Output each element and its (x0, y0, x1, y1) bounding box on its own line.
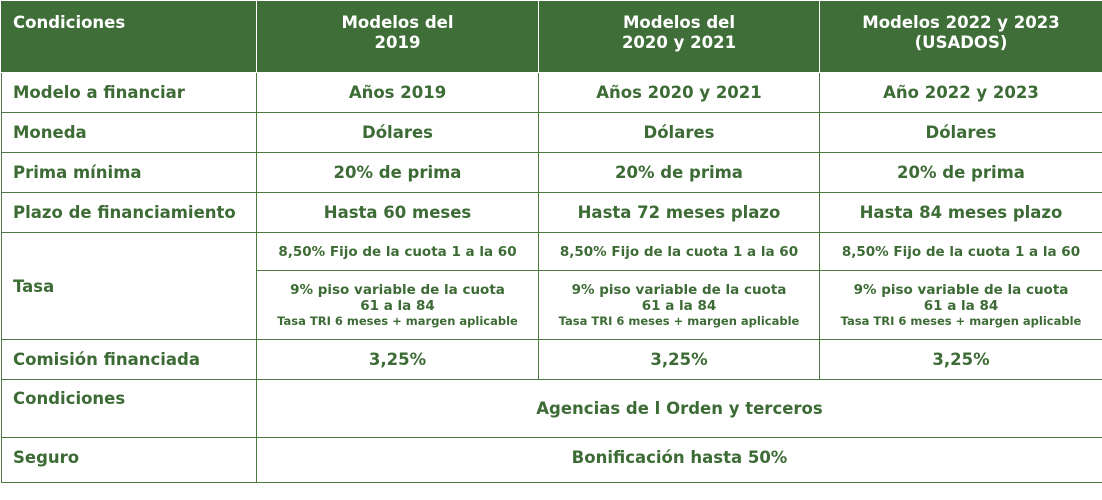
row-label: Condiciones (1, 379, 257, 438)
row-prima: Prima mínima 20% de prima 20% de prima 2… (1, 152, 1102, 193)
row-plazo: Plazo de financiamiento Hasta 60 meses H… (1, 192, 1102, 233)
row-condiciones: Condiciones Agencias de l Orden y tercer… (1, 379, 1102, 438)
cell-value: Hasta 72 meses plazo (538, 192, 820, 233)
cell-value: 8,50% Fijo de la cuota 1 a la 60 (819, 232, 1102, 271)
row-label: Prima mínima (1, 152, 257, 193)
header-models-2019: Modelos del 2019 (256, 0, 539, 73)
row-seguro: Seguro Bonificación hasta 50% (1, 437, 1102, 483)
cell-value: 8,50% Fijo de la cuota 1 a la 60 (256, 232, 539, 271)
header-models-2020-2021: Modelos del 2020 y 2021 (538, 0, 820, 73)
row-label: Seguro (1, 437, 257, 483)
cell-value: 20% de prima (819, 152, 1102, 193)
row-label: Moneda (1, 112, 257, 153)
cell-value: Dólares (538, 112, 820, 153)
row-label: Modelo a financiar (1, 72, 257, 113)
header-conditions: Condiciones (1, 0, 257, 73)
cell-value: 9% piso variable de la cuota 61 a la 84 T… (256, 270, 539, 340)
cell-value: Año 2022 y 2023 (819, 72, 1102, 113)
cell-value: Años 2020 y 2021 (538, 72, 820, 113)
cell-value: 9% piso variable de la cuota 61 a la 84 T… (819, 270, 1102, 340)
cell-value: 3,25% (256, 339, 539, 380)
cell-value: Años 2019 (256, 72, 539, 113)
header-models-2022-2023: Modelos 2022 y 2023 (USADOS) (819, 0, 1102, 73)
row-modelo: Modelo a financiar Años 2019 Años 2020 y… (1, 72, 1102, 113)
row-moneda: Moneda Dólares Dólares Dólares (1, 112, 1102, 153)
header-row: Condiciones Modelos del 2019 Modelos del 2… (1, 0, 1102, 73)
row-tasa-variable: 9% piso variable de la cuota 61 a la 84 T… (2, 270, 1102, 340)
row-label: Plazo de financiamiento (1, 192, 257, 233)
row-label: Tasa (1, 232, 257, 340)
cell-value: 8,50% Fijo de la cuota 1 a la 60 (538, 232, 820, 271)
cell-value: Hasta 60 meses (256, 192, 539, 233)
cell-value: Agencias de l Orden y terceros (256, 379, 1102, 438)
cell-value: Dólares (256, 112, 539, 153)
cell-value: 3,25% (538, 339, 820, 380)
cell-value: 20% de prima (538, 152, 820, 193)
row-comision: Comisión financiada 3,25% 3,25% 3,25% (1, 339, 1102, 380)
row-label: Comisión financiada (1, 339, 257, 380)
cell-value: Dólares (819, 112, 1102, 153)
cell-value: 20% de prima (256, 152, 539, 193)
cell-value: Bonificación hasta 50% (256, 437, 1102, 483)
row-tasa-fijo: Tasa 8,50% Fijo de la cuota 1 a la 60 8,… (1, 232, 1102, 340)
financing-conditions-table: Condiciones Modelos del 2019 Modelos del 2… (1, 0, 1102, 483)
cell-value: Hasta 84 meses plazo (819, 192, 1102, 233)
cell-value: 3,25% (819, 339, 1102, 380)
cell-value: 9% piso variable de la cuota 61 a la 84 T… (538, 270, 820, 340)
